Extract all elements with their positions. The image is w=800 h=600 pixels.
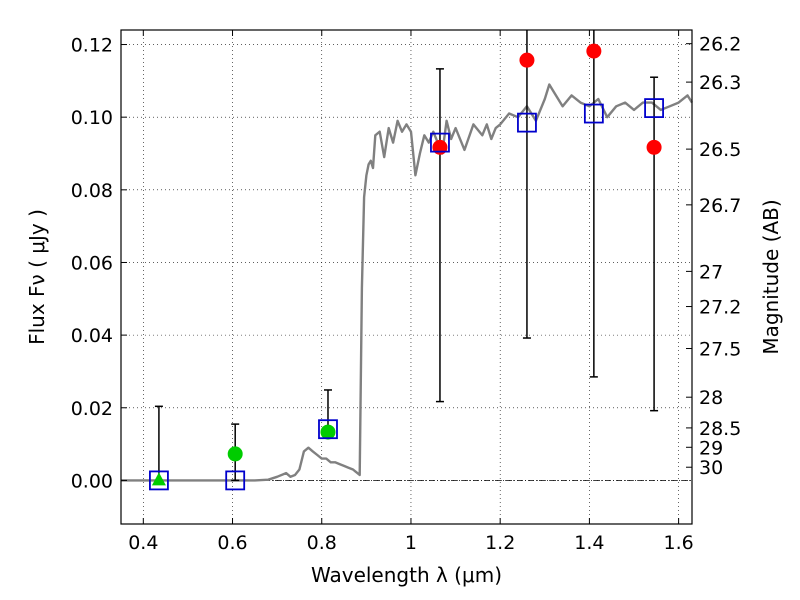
x-tick-label: 1 [405, 532, 417, 554]
model-photometry-point [318, 419, 338, 440]
magnitude-tick-label: 28 [699, 387, 723, 409]
observed-point [432, 139, 448, 155]
x-tick-label: 0.8 [307, 532, 337, 554]
observed-point [586, 43, 602, 59]
observed-point [519, 52, 535, 68]
y-tick-label: 0.02 [71, 398, 113, 420]
model-photometry-point [225, 470, 246, 491]
x-tick-label: 0.6 [217, 532, 247, 554]
y-axis-flux: 0.00 0.02 0.04 0.06 0.08 0.10 0.12 [71, 35, 127, 492]
model-photometry-point [517, 112, 537, 133]
model-spectrum-line [121, 83, 694, 482]
magnitude-tick-label: 26.3 [699, 72, 741, 94]
model-spectrum [121, 83, 694, 482]
y-tick-label: 0.12 [71, 35, 113, 57]
magnitude-tick-label: 26.5 [699, 139, 741, 161]
magnitude-tick-label: 26.7 [699, 195, 741, 217]
y-tick-label: 0.06 [71, 252, 113, 274]
y-axis-title: Flux Fν ( μJy ) [25, 209, 49, 345]
model-photometry-points [149, 98, 664, 491]
x-axis-title: Wavelength λ (μm) [311, 563, 502, 587]
magnitude-tick-label: 30 [699, 457, 723, 479]
model-photometry-point [430, 132, 450, 153]
magnitude-tick-label: 29 [699, 437, 723, 459]
y-tick-label: 0.04 [71, 325, 113, 347]
y-tick-label: 0.08 [71, 180, 113, 202]
plot-frame [120, 29, 693, 525]
magnitude-tick-label: 27.2 [699, 297, 741, 319]
observed-point [646, 139, 662, 155]
y-tick-label: 0.10 [71, 107, 113, 129]
x-tick-label: 1.6 [664, 532, 694, 554]
model-photometry-point [583, 103, 604, 124]
model-photometry-point [644, 98, 664, 118]
magnitude-tick-label: 28.5 [699, 418, 741, 440]
magnitude-tick-label: 27.5 [699, 339, 741, 361]
x-tick-label: 1.4 [574, 532, 604, 554]
magnitude-tick-label: 26.2 [699, 34, 741, 56]
observed-point [227, 446, 243, 462]
x-tick-label: 0.4 [128, 532, 158, 554]
x-axis: 0.4 0.6 0.8 1 1.2 1.4 1.6 [128, 30, 694, 554]
model-photometry-point [149, 470, 169, 491]
y-tick-label: 0.00 [71, 470, 113, 492]
y2-axis-title: Magnitude (AB) [759, 199, 783, 354]
observed-point [320, 424, 336, 440]
observed-point [151, 472, 166, 486]
magnitude-tick-label: 27 [699, 261, 723, 283]
x-tick-label: 1.2 [485, 532, 515, 554]
